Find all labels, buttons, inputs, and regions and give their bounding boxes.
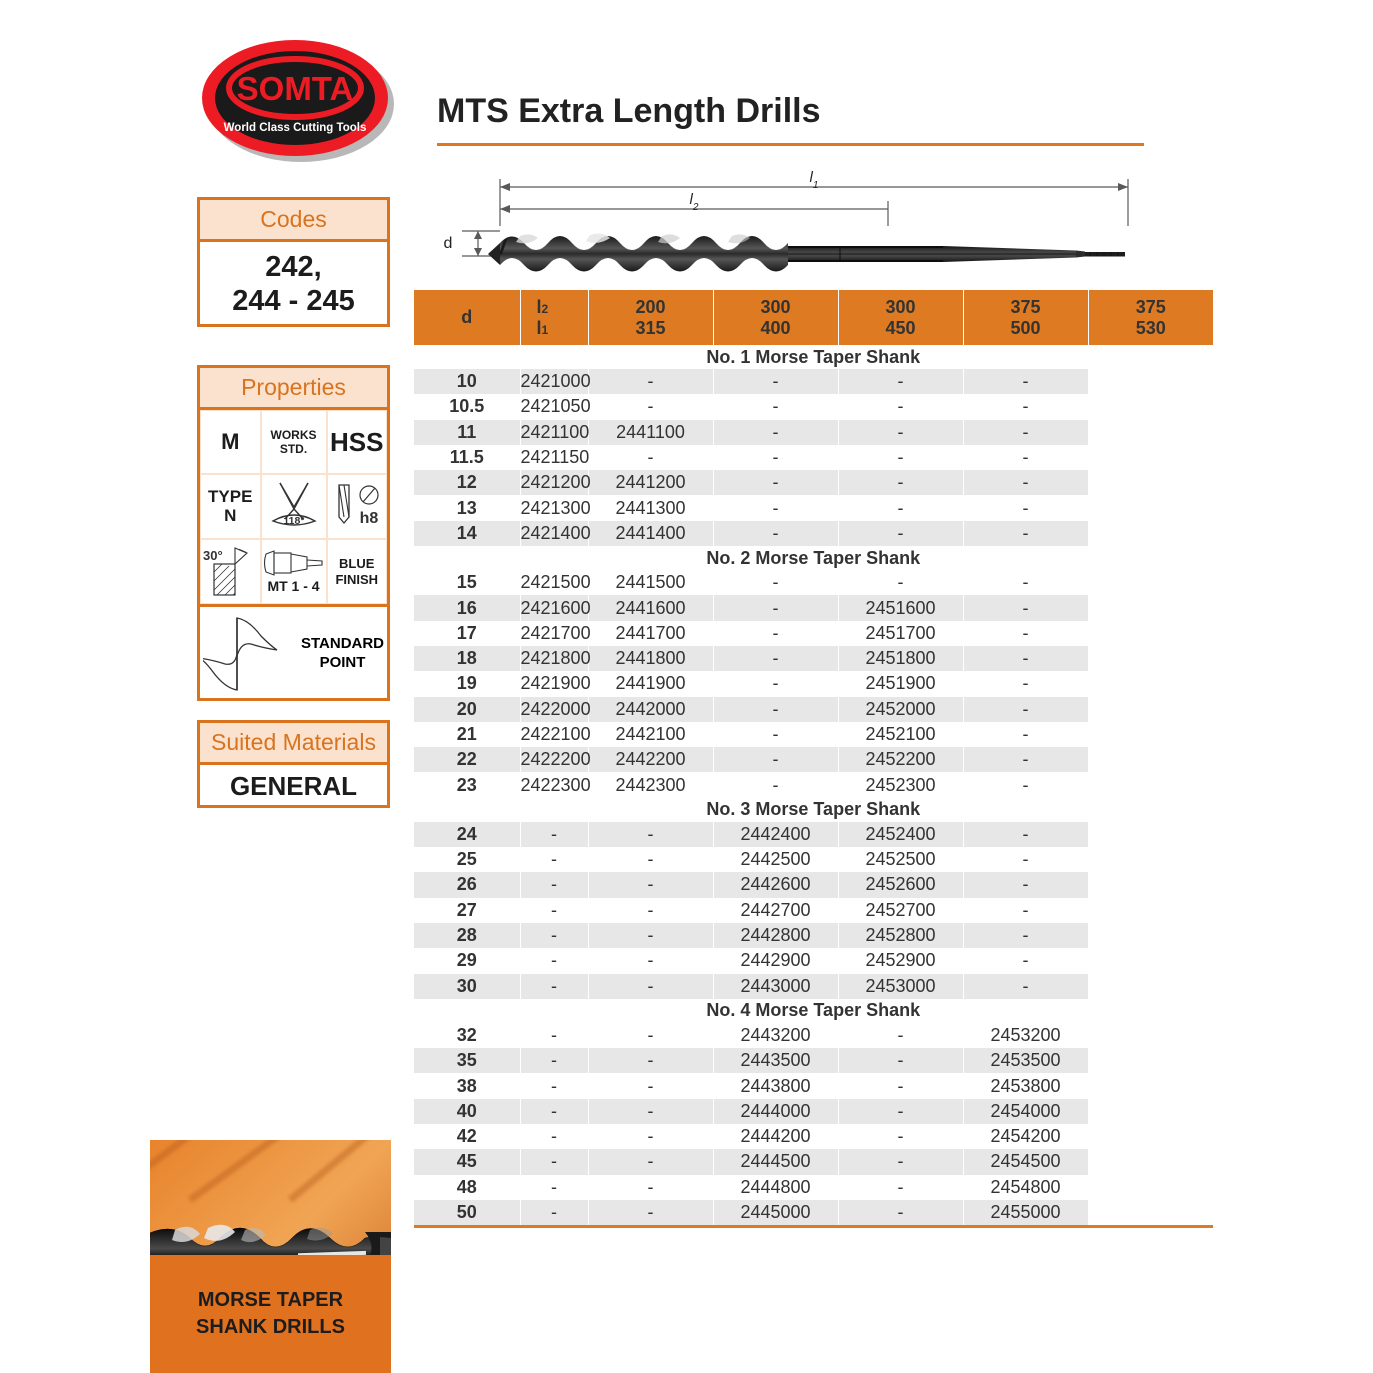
svg-text:h8: h8 xyxy=(359,510,378,527)
svg-text:World Class Cutting Tools: World Class Cutting Tools xyxy=(224,122,367,134)
svg-text:d: d xyxy=(444,235,453,252)
svg-text:118°: 118° xyxy=(283,515,304,527)
svg-text:SOMTA: SOMTA xyxy=(237,70,354,107)
svg-text:30°: 30° xyxy=(203,548,223,563)
